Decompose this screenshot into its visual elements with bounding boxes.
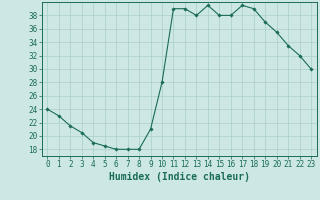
X-axis label: Humidex (Indice chaleur): Humidex (Indice chaleur) (109, 172, 250, 182)
